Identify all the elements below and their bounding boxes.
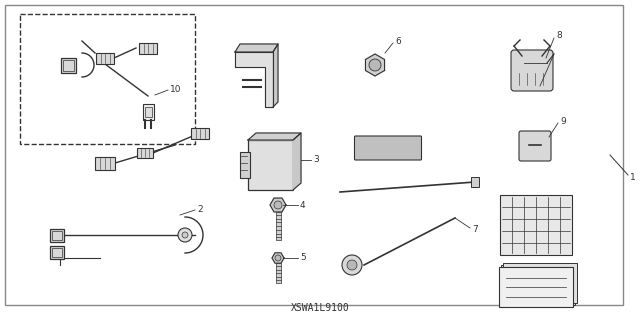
- Bar: [145, 107, 152, 117]
- Bar: [471, 177, 479, 187]
- Polygon shape: [293, 133, 301, 190]
- Circle shape: [274, 201, 282, 209]
- Bar: [52, 248, 62, 256]
- Bar: [143, 104, 154, 120]
- Bar: [50, 246, 64, 258]
- Bar: [50, 228, 64, 241]
- Polygon shape: [235, 52, 273, 107]
- Circle shape: [342, 255, 362, 275]
- Text: 9: 9: [560, 116, 566, 125]
- Text: 1: 1: [630, 173, 636, 182]
- Circle shape: [347, 260, 357, 270]
- Text: 2: 2: [197, 205, 203, 214]
- FancyBboxPatch shape: [503, 263, 577, 303]
- Bar: [500, 195, 572, 255]
- Circle shape: [369, 59, 381, 71]
- FancyBboxPatch shape: [511, 50, 553, 91]
- Bar: [275, 263, 280, 283]
- Circle shape: [182, 232, 188, 238]
- FancyBboxPatch shape: [501, 265, 575, 305]
- Bar: [137, 148, 153, 158]
- Bar: [96, 53, 114, 63]
- Text: 3: 3: [313, 155, 319, 165]
- Bar: [52, 231, 62, 240]
- Polygon shape: [248, 133, 301, 140]
- Polygon shape: [273, 44, 278, 107]
- Text: 7: 7: [472, 226, 477, 234]
- Circle shape: [178, 228, 192, 242]
- Polygon shape: [235, 44, 278, 52]
- Circle shape: [275, 255, 281, 261]
- Text: 8: 8: [556, 32, 562, 41]
- Bar: [191, 128, 209, 138]
- Text: XSWA1L9100: XSWA1L9100: [291, 303, 349, 313]
- Bar: [63, 60, 74, 70]
- Text: 5: 5: [300, 254, 306, 263]
- Polygon shape: [272, 253, 284, 263]
- Bar: [275, 212, 280, 240]
- Text: 6: 6: [395, 38, 401, 47]
- Bar: [139, 42, 157, 54]
- FancyBboxPatch shape: [499, 267, 573, 307]
- Bar: [240, 152, 250, 178]
- Bar: [61, 57, 76, 72]
- Bar: [95, 157, 115, 169]
- FancyBboxPatch shape: [519, 131, 551, 161]
- Bar: [248, 140, 293, 190]
- Text: 4: 4: [300, 201, 306, 210]
- Polygon shape: [270, 198, 286, 212]
- Polygon shape: [365, 54, 385, 76]
- Bar: [20, 14, 195, 144]
- Text: 10: 10: [170, 85, 182, 94]
- FancyBboxPatch shape: [355, 136, 422, 160]
